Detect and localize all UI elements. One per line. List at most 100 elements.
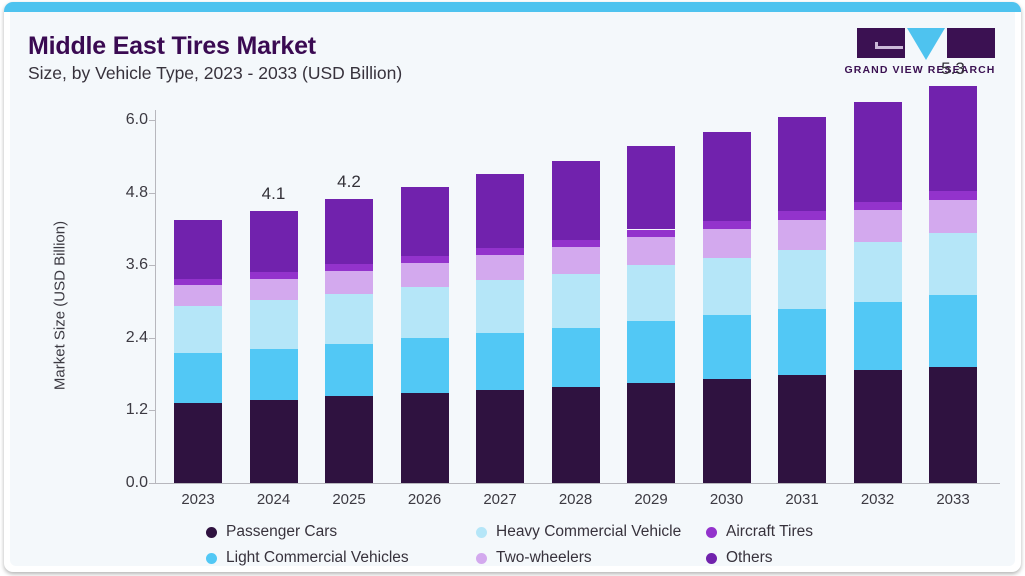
bar-segment[interactable] (778, 308, 826, 376)
bar-segment[interactable] (400, 256, 449, 263)
stacked-bar[interactable] (929, 12, 977, 483)
legend-item-label: Two-wheelers (496, 549, 592, 566)
stacked-bar[interactable] (627, 12, 675, 483)
chart-legend: Passenger Cars Heavy Commercial Vehicle Ai… (206, 523, 906, 572)
bar-segment[interactable] (174, 402, 222, 483)
bar-segment[interactable] (551, 328, 600, 388)
bar-segment[interactable] (476, 332, 524, 391)
bar-segment[interactable] (400, 262, 449, 287)
bar-segment[interactable] (627, 320, 675, 384)
y-axis-line (155, 110, 156, 484)
legend-item[interactable]: Passenger Cars (206, 523, 337, 541)
bar-segment[interactable] (400, 338, 449, 394)
bar-segment[interactable] (551, 387, 600, 483)
bar-value-label: 5.3 (941, 58, 965, 78)
bar-segment[interactable] (702, 314, 751, 379)
bar-segment[interactable] (929, 233, 977, 296)
bar-segment[interactable] (174, 284, 222, 306)
legend-color-swatch-icon (706, 526, 717, 538)
accent-top-bar (4, 2, 1021, 12)
stacked-bar[interactable] (853, 12, 902, 483)
stacked-bar[interactable] (778, 12, 826, 483)
bar-segment[interactable] (249, 348, 298, 400)
bar-segment[interactable] (249, 300, 298, 349)
bar-segment[interactable] (627, 229, 675, 238)
stacked-bar[interactable] (702, 12, 751, 483)
bar-segment[interactable] (778, 375, 826, 483)
bar-segment[interactable] (627, 146, 675, 230)
stacked-bar[interactable] (249, 12, 298, 483)
bar-segment[interactable] (325, 263, 373, 271)
bar-segment[interactable] (929, 295, 977, 367)
bar-segment[interactable] (929, 366, 977, 483)
x-axis-tick-label: 2027 (483, 491, 517, 508)
bar-segment[interactable] (476, 390, 524, 483)
bar-segment[interactable] (476, 280, 524, 333)
legend-item[interactable]: Aircraft Tires (706, 523, 813, 541)
x-axis-tick-label: 2033 (936, 491, 970, 508)
bar-segment[interactable] (929, 85, 977, 192)
bar-segment[interactable] (778, 219, 826, 251)
bar-segment[interactable] (929, 191, 977, 201)
stacked-bar[interactable] (325, 12, 373, 483)
bar-segment[interactable] (551, 161, 600, 240)
legend-item[interactable]: Others (706, 549, 773, 567)
legend-item[interactable]: Heavy Commercial Vehicle (476, 523, 681, 541)
bar-segment[interactable] (702, 378, 751, 483)
bar-segment[interactable] (853, 101, 902, 202)
bar-segment[interactable] (249, 278, 298, 301)
bar-segment[interactable] (853, 302, 902, 371)
y-axis-tick-mark (149, 265, 155, 267)
bar-segment[interactable] (627, 237, 675, 266)
bar-segment[interactable] (325, 396, 373, 483)
stacked-bar[interactable] (476, 12, 524, 483)
bar-segment[interactable] (551, 273, 600, 329)
bar-segment[interactable] (853, 241, 902, 303)
bar-segment[interactable] (400, 393, 449, 483)
legend-item[interactable]: Light Commercial Vehicles (206, 549, 409, 567)
bar-segment[interactable] (627, 383, 675, 483)
bar-segment[interactable] (325, 293, 373, 344)
logo-g-tick-icon (875, 42, 878, 49)
bar-segment[interactable] (551, 247, 600, 274)
stacked-bar[interactable] (551, 12, 600, 483)
logo-wordmark: GRAND VIEW RESEARCH (844, 64, 996, 76)
bar-segment[interactable] (400, 286, 449, 339)
bar-segment[interactable] (853, 370, 902, 483)
bar-segment[interactable] (325, 198, 373, 264)
plot-area: Market Size (USD Billion) 0.0 1.2 2.4 3.6 4.… (10, 12, 1015, 566)
bar-segment[interactable] (249, 399, 298, 483)
bar-segment[interactable] (476, 173, 524, 248)
bar-segment[interactable] (551, 239, 600, 248)
stacked-bar[interactable] (400, 12, 449, 483)
bar-segment[interactable] (249, 210, 298, 273)
y-axis-tick-label: 4.8 (125, 183, 148, 201)
bar-value-label: 4.2 (337, 171, 361, 191)
stacked-bar[interactable] (174, 12, 222, 483)
bar-segment[interactable] (174, 352, 222, 403)
bar-segment[interactable] (325, 343, 373, 397)
bar-segment[interactable] (702, 221, 751, 229)
legend-item-label: Others (726, 549, 773, 566)
bar-segment[interactable] (702, 257, 751, 315)
bar-segment[interactable] (174, 278, 222, 285)
bar-segment[interactable] (778, 211, 826, 220)
bar-segment[interactable] (929, 200, 977, 234)
x-axis-tick-label: 2023 (181, 491, 215, 508)
bar-segment[interactable] (778, 116, 826, 212)
bar-segment[interactable] (853, 210, 902, 242)
bar-segment[interactable] (325, 270, 373, 294)
bar-segment[interactable] (476, 247, 524, 255)
bar-segment[interactable] (702, 132, 751, 222)
legend-item[interactable]: Two-wheelers (476, 549, 592, 567)
bar-segment[interactable] (853, 201, 902, 211)
bar-segment[interactable] (249, 272, 298, 279)
bar-segment[interactable] (702, 228, 751, 258)
bar-segment[interactable] (174, 305, 222, 353)
bar-segment[interactable] (627, 265, 675, 321)
bar-segment[interactable] (476, 254, 524, 281)
bar-segment[interactable] (174, 220, 222, 279)
bar-segment[interactable] (778, 250, 826, 309)
bar-segment[interactable] (400, 186, 449, 257)
legend-item-label: Heavy Commercial Vehicle (496, 523, 682, 540)
